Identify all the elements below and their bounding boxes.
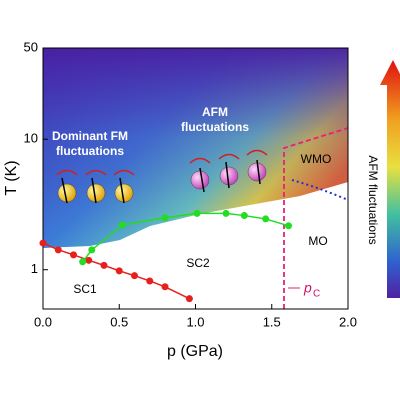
data-point: [88, 246, 96, 254]
data-point: [193, 209, 201, 217]
data-point: [240, 212, 248, 220]
annotation: fluctuations: [56, 144, 124, 158]
y-tick-label: 10: [24, 131, 38, 146]
x-axis-label: p (GPa): [167, 343, 223, 360]
x-tick-label: 0.0: [34, 314, 52, 329]
series-line: [42, 242, 190, 300]
data-point: [70, 251, 77, 259]
data-point: [131, 272, 138, 280]
data-point: [85, 256, 93, 264]
pc-line: [283, 127, 349, 309]
annotation: Dominant FM: [52, 129, 128, 143]
data-point: [79, 258, 87, 266]
data-point: [118, 221, 126, 229]
y-tick-label: 1: [31, 261, 38, 276]
annotation: SC1: [73, 282, 97, 296]
data-point: [115, 267, 123, 275]
data-point: [146, 277, 154, 285]
data-point: [39, 239, 47, 247]
annotation: p: [303, 280, 312, 296]
annotation: WMO: [301, 152, 332, 166]
colorbar-label: AFM fluctuations: [366, 155, 380, 244]
data-point: [185, 295, 193, 303]
x-tick-label: 1.5: [263, 314, 281, 329]
data-point: [285, 222, 293, 230]
annotation: AFM: [202, 105, 228, 119]
colorbar-arrow: [380, 60, 400, 298]
data-point: [100, 261, 108, 269]
data-point: [54, 246, 62, 254]
data-point: [161, 283, 169, 291]
y-axis-label: T (K): [3, 160, 20, 195]
annotation: MO: [308, 234, 327, 248]
y-tick-label: 50: [24, 39, 38, 54]
data-point: [161, 214, 169, 222]
x-tick-label: 0.5: [110, 314, 128, 329]
data-point: [262, 215, 270, 223]
annotation: C: [313, 289, 320, 300]
annotation: SC2: [186, 256, 210, 270]
x-tick-label: 2.0: [339, 314, 357, 329]
annotation: fluctuations: [181, 120, 249, 134]
x-tick-label: 1.0: [186, 314, 204, 329]
spins: [56, 149, 268, 204]
data-point: [222, 209, 230, 217]
